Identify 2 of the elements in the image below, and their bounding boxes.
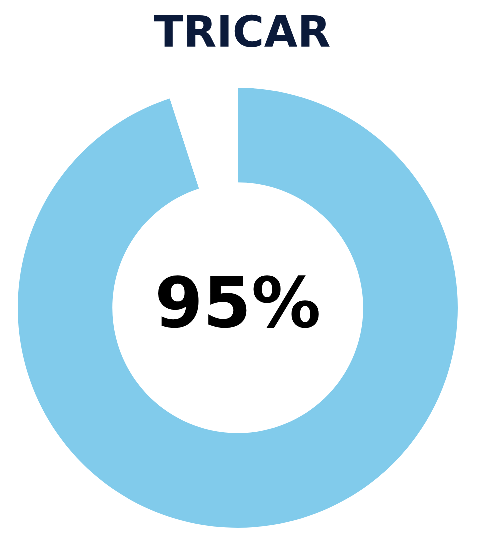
text: 95% xyxy=(158,276,319,328)
chart-title: TRICAR xyxy=(154,14,330,48)
